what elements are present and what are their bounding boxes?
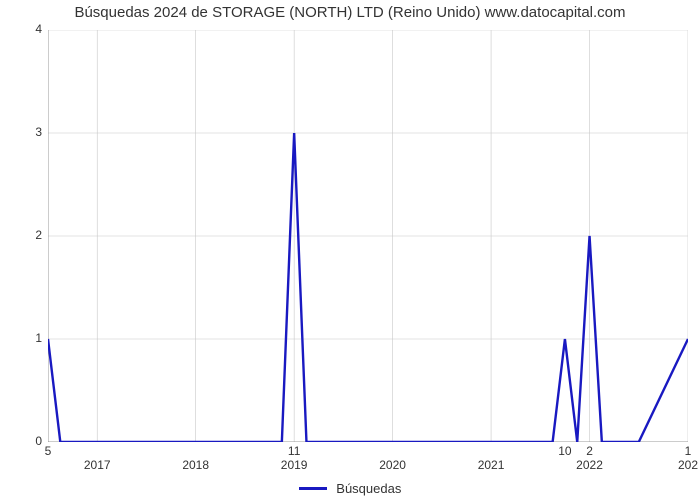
chart-title: Búsquedas 2024 de STORAGE (NORTH) LTD (R… bbox=[0, 4, 700, 21]
legend-swatch bbox=[299, 487, 327, 490]
data-point-label: 2 bbox=[586, 444, 593, 458]
legend: Búsquedas bbox=[0, 480, 700, 496]
data-point-label: 1 bbox=[685, 444, 692, 458]
series-line bbox=[48, 133, 688, 442]
x-tick-label: 2020 bbox=[379, 458, 406, 472]
y-tick-label: 1 bbox=[12, 331, 42, 345]
y-tick-label: 4 bbox=[12, 22, 42, 36]
x-tick-label: 2018 bbox=[182, 458, 209, 472]
legend-label: Búsquedas bbox=[336, 481, 401, 496]
y-tick-label: 3 bbox=[12, 125, 42, 139]
x-tick-label: 2019 bbox=[281, 458, 308, 472]
plot-area bbox=[48, 30, 688, 442]
x-tick-label: 2022 bbox=[576, 458, 603, 472]
data-point-label: 11 bbox=[288, 444, 300, 458]
chart-container: Búsquedas 2024 de STORAGE (NORTH) LTD (R… bbox=[0, 0, 700, 500]
x-tick-label: 202 bbox=[678, 458, 698, 472]
y-tick-label: 0 bbox=[12, 434, 42, 448]
x-tick-label: 2021 bbox=[478, 458, 505, 472]
data-point-label: 10 bbox=[558, 444, 571, 458]
y-tick-label: 2 bbox=[12, 228, 42, 242]
x-tick-label: 2017 bbox=[84, 458, 111, 472]
data-point-label: 5 bbox=[45, 444, 52, 458]
